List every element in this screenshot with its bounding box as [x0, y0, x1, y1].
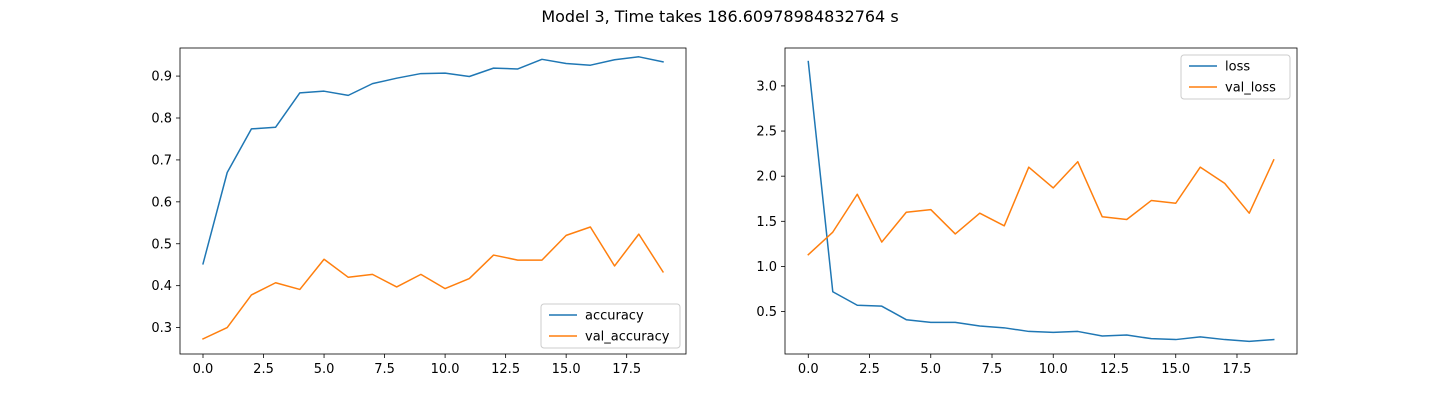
plot-frame — [179, 47, 687, 355]
y-tick-label: 0.5 — [756, 305, 777, 320]
y-tick-label: 1.0 — [756, 260, 777, 275]
loss-chart: 0.0 2.5 5.0 7.5 10.0 12.5 15.0 17.5 0.5 1.0 1.5 2.0… — [756, 47, 1298, 377]
x-tick-label: 5.0 — [920, 362, 941, 377]
x-tick-label: 2.5 — [859, 362, 880, 377]
x-tick-label: 7.5 — [374, 362, 395, 377]
series-line-val-accuracy — [202, 226, 665, 340]
x-tick-label: 10.0 — [431, 362, 460, 377]
x-tick-label: 15.0 — [1161, 362, 1190, 377]
y-tick-label: 0.4 — [151, 279, 172, 294]
legend-label-loss: loss — [1225, 60, 1250, 75]
x-tick-label: 12.5 — [1100, 362, 1129, 377]
legend-label-val-loss: val_loss — [1225, 81, 1276, 96]
x-tick-label: 7.5 — [982, 362, 1003, 377]
legend-label-accuracy: accuracy — [585, 309, 644, 324]
y-tick-label: 0.5 — [151, 237, 172, 252]
x-tick-label: 17.5 — [1223, 362, 1252, 377]
x-tick-label: 0.0 — [798, 362, 819, 377]
x-tick-label: 0.0 — [193, 362, 214, 377]
y-tick-label: 0.7 — [151, 153, 172, 168]
series-line-loss — [807, 60, 1275, 343]
y-tick-label: 2.5 — [756, 125, 777, 140]
y-tick-label: 0.8 — [151, 112, 172, 127]
figure-title: Model 3, Time takes 186.60978984832764 s — [541, 7, 898, 26]
x-tick-label: 17.5 — [612, 362, 641, 377]
legend: accuracy val_accuracy — [540, 303, 681, 349]
series-line-accuracy — [202, 56, 664, 265]
y-tick-label: 0.6 — [151, 195, 172, 210]
y-tick-label: 3.0 — [756, 79, 777, 94]
y-tick-label: 2.0 — [756, 170, 777, 185]
series-line-val-loss — [807, 158, 1275, 256]
x-tick-label: 5.0 — [314, 362, 335, 377]
x-tick-label: 15.0 — [552, 362, 581, 377]
legend: loss val_loss — [1180, 54, 1291, 100]
y-tick-label: 0.9 — [151, 70, 172, 85]
accuracy-chart: 0.0 2.5 5.0 7.5 10.0 12.5 15.0 17.5 0.3 0.4 0.5 0.6… — [151, 47, 687, 377]
y-tick-label: 1.5 — [756, 215, 777, 230]
y-tick-label: 0.3 — [151, 321, 172, 336]
x-tick-label: 10.0 — [1039, 362, 1068, 377]
x-tick-label: 2.5 — [253, 362, 274, 377]
x-tick-label: 12.5 — [491, 362, 520, 377]
plot-frame — [784, 47, 1298, 355]
legend-label-val-accuracy: val_accuracy — [585, 330, 670, 345]
